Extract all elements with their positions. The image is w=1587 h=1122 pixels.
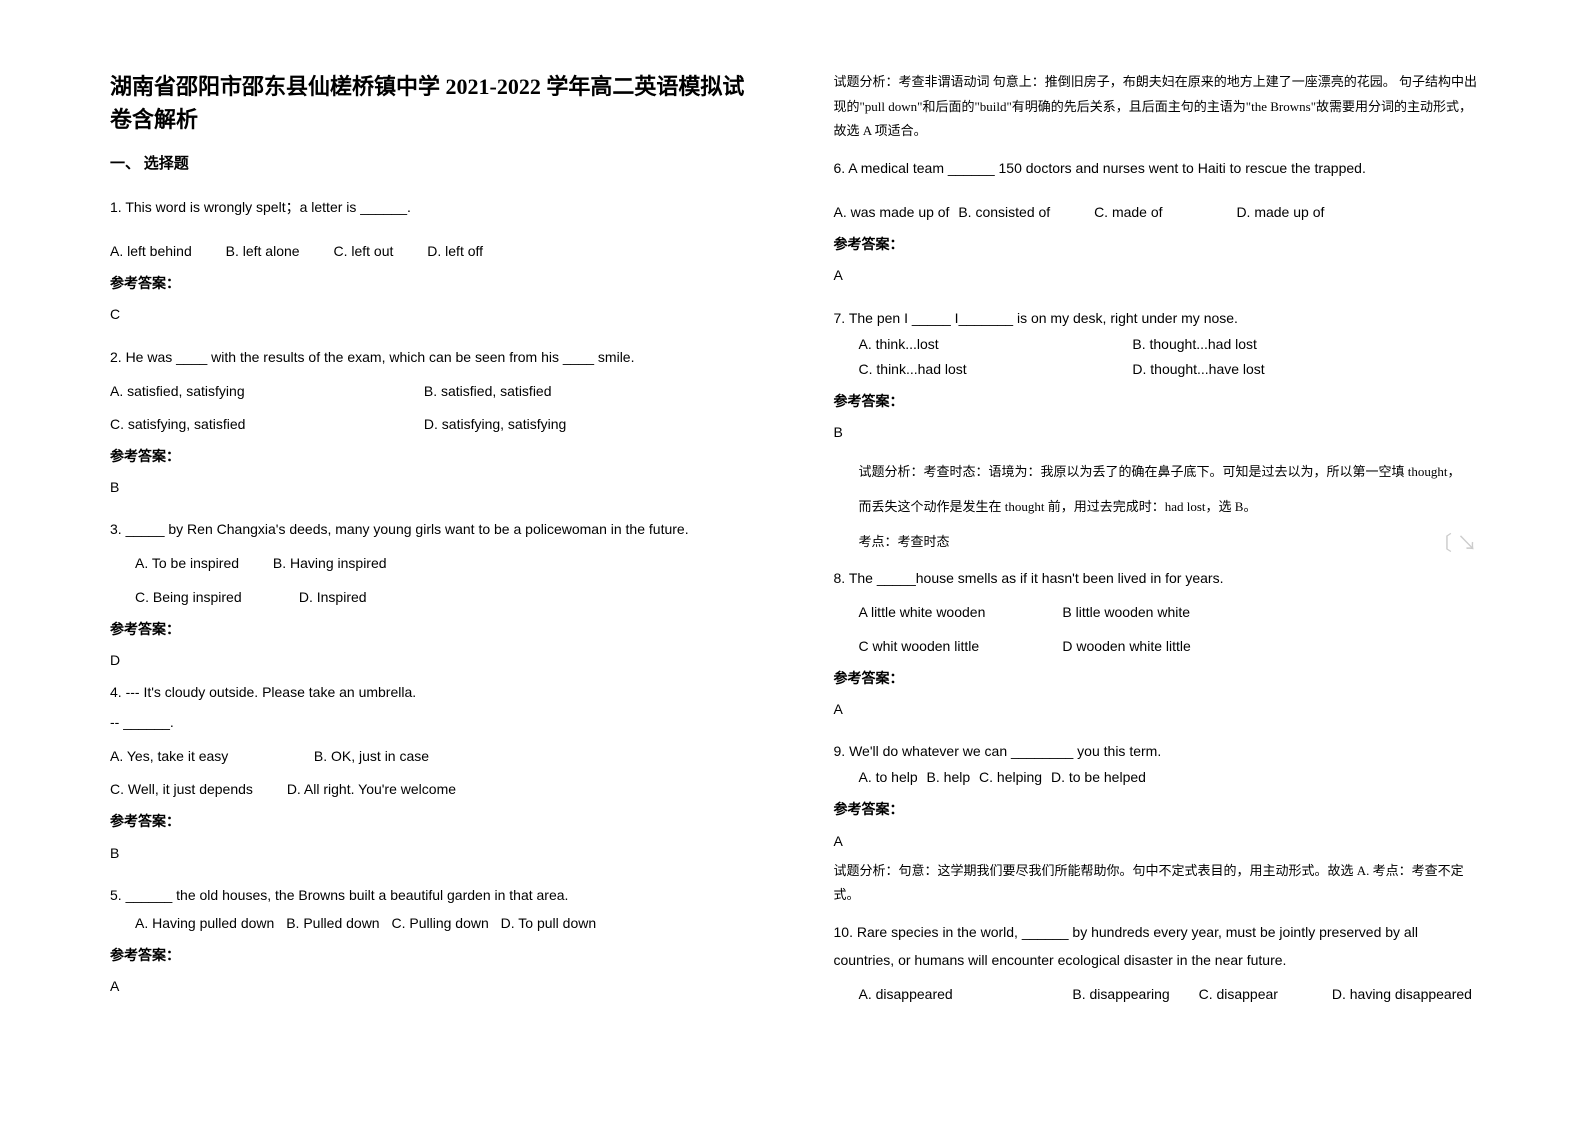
q10-option-a: A. disappeared	[859, 982, 1039, 1007]
q1-options: A. left behind B. left alone C. left out…	[110, 239, 754, 264]
q1-answer-label: 参考答案：	[110, 272, 754, 297]
q9-analysis: 试题分析：句意：这学期我们要尽我们所能帮助你。句中不定式表目的，用主动形式。故选…	[834, 859, 1478, 908]
q4-option-b: B. OK, just in case	[314, 744, 429, 769]
q4-options-row2: C. Well, it just depends D. All right. Y…	[110, 777, 754, 802]
q3-option-d: D. Inspired	[299, 585, 367, 610]
q7-analysis3: 考点：考查时态 〔 ↘	[834, 530, 1478, 555]
q1-option-d: D. left off	[427, 239, 483, 264]
q9-answer-label: 参考答案：	[834, 798, 1478, 823]
q5-option-d: D. To pull down	[501, 911, 596, 936]
q7-answer-label: 参考答案：	[834, 390, 1478, 415]
q3-options-row2: C. Being inspired D. Inspired	[110, 585, 754, 610]
q2-options-row1: A. satisfied, satisfying B. satisfied, s…	[110, 379, 754, 404]
q6-option-c: C. made of	[1094, 200, 1162, 225]
q4-options-row1: A. Yes, take it easy B. OK, just in case	[110, 744, 754, 769]
question-9: 9. We'll do whatever we can ________ you…	[834, 737, 1478, 765]
q10-option-b: B. disappearing	[1072, 982, 1169, 1007]
question-2: 2. He was ____ with the results of the e…	[110, 343, 754, 371]
q9-option-b: B. help	[927, 765, 971, 790]
q4-answer: B	[110, 841, 754, 866]
q9-answer: A	[834, 829, 1478, 854]
q2-options-row2: C. satisfying, satisfied D. satisfying, …	[110, 412, 754, 437]
q2-option-c: C. satisfying, satisfied	[110, 412, 390, 437]
q3-options-row1: A. To be inspired B. Having inspired	[110, 551, 754, 576]
q7-option-b: B. thought...had lost	[1132, 332, 1257, 357]
q2-answer-label: 参考答案：	[110, 445, 754, 470]
q8-answer: A	[834, 697, 1478, 722]
q8-option-a: A little white wooden	[859, 600, 1029, 625]
q1-answer: C	[110, 302, 754, 327]
q9-option-c: C. helping	[979, 765, 1042, 790]
q7-analysis2: 而丢失这个动作是发生在 thought 前，用过去完成时：had lost，选 …	[834, 495, 1478, 520]
q7-options-row1: A. think...lost B. thought...had lost	[834, 332, 1478, 357]
question-4-line2: -- ______.	[110, 708, 754, 736]
question-3: 3. _____ by Ren Changxia's deeds, many y…	[110, 515, 754, 543]
q6-answer: A	[834, 263, 1478, 288]
q8-answer-label: 参考答案：	[834, 667, 1478, 692]
q1-option-a: A. left behind	[110, 239, 192, 264]
q5-answer: A	[110, 974, 754, 999]
q7-option-d: D. thought...have lost	[1132, 357, 1264, 382]
left-column: 湖南省邵阳市邵东县仙槎桥镇中学 2021-2022 学年高二英语模拟试卷含解析 …	[90, 70, 794, 1082]
q7-option-a: A. think...lost	[859, 332, 1099, 357]
q5-options: A. Having pulled down B. Pulled down C. …	[110, 911, 754, 936]
right-column: 试题分析：考查非谓语动词 句意上：推倒旧房子，布朗夫妇在原来的地方上建了一座漂亮…	[794, 70, 1498, 1082]
q5-option-b: B. Pulled down	[286, 911, 379, 936]
q3-answer: D	[110, 648, 754, 673]
q8-options-row1: A little white wooden B little wooden wh…	[834, 600, 1478, 625]
q7-options-row2: C. think...had lost D. thought...have lo…	[834, 357, 1478, 382]
q9-options: A. to help B. help C. helping D. to be h…	[834, 765, 1478, 790]
q7-option-c: C. think...had lost	[859, 357, 1099, 382]
question-5: 5. ______ the old houses, the Browns bui…	[110, 881, 754, 909]
q5-option-c: C. Pulling down	[392, 911, 489, 936]
q4-option-d: D. All right. You're welcome	[287, 777, 456, 802]
question-6: 6. A medical team ______ 150 doctors and…	[834, 154, 1478, 182]
q2-option-d: D. satisfying, satisfying	[424, 412, 704, 437]
q3-answer-label: 参考答案：	[110, 618, 754, 643]
question-7: 7. The pen I _____ I_______ is on my des…	[834, 304, 1478, 332]
q6-answer-label: 参考答案：	[834, 233, 1478, 258]
q5-analysis: 试题分析：考查非谓语动词 句意上：推倒旧房子，布朗夫妇在原来的地方上建了一座漂亮…	[834, 70, 1478, 144]
q9-option-d: D. to be helped	[1051, 765, 1146, 790]
q8-option-b: B little wooden white	[1062, 600, 1190, 625]
q10-options: A. disappeared B. disappearing C. disapp…	[834, 982, 1478, 1007]
watermark-icon: 〔 ↘	[1432, 525, 1477, 563]
q6-option-b: B. consisted of	[958, 200, 1050, 225]
q3-option-a: A. To be inspired	[135, 551, 239, 576]
question-10: 10. Rare species in the world, ______ by…	[834, 918, 1478, 974]
q10-option-d: D. having disappeared	[1332, 982, 1472, 1007]
question-4-line1: 4. --- It's cloudy outside. Please take …	[110, 678, 754, 706]
q2-option-a: A. satisfied, satisfying	[110, 379, 390, 404]
q8-option-d: D wooden white little	[1062, 634, 1190, 659]
question-8: 8. The _____house smells as if it hasn't…	[834, 564, 1478, 592]
q4-answer-label: 参考答案：	[110, 810, 754, 835]
q4-option-c: C. Well, it just depends	[110, 777, 253, 802]
q3-option-c: C. Being inspired	[135, 585, 242, 610]
document-title: 湖南省邵阳市邵东县仙槎桥镇中学 2021-2022 学年高二英语模拟试卷含解析	[110, 70, 754, 136]
q8-options-row2: C whit wooden little D wooden white litt…	[834, 634, 1478, 659]
q3-option-b: B. Having inspired	[273, 551, 387, 576]
q2-answer: B	[110, 475, 754, 500]
q9-option-a: A. to help	[859, 765, 918, 790]
q8-option-c: C whit wooden little	[859, 634, 1029, 659]
q1-option-b: B. left alone	[226, 239, 300, 264]
q6-options: A. was made up of B. consisted of C. mad…	[834, 200, 1478, 225]
q4-option-a: A. Yes, take it easy	[110, 744, 280, 769]
q5-option-a: A. Having pulled down	[135, 911, 274, 936]
q7-answer: B	[834, 420, 1478, 445]
q6-option-d: D. made up of	[1236, 200, 1324, 225]
q2-option-b: B. satisfied, satisfied	[424, 379, 704, 404]
section-title: 一、 选择题	[110, 151, 754, 178]
q6-option-a: A. was made up of	[834, 200, 950, 225]
q1-option-c: C. left out	[333, 239, 393, 264]
q7-analysis1: 试题分析：考查时态：语境为：我原以为丢了的确在鼻子底下。可知是过去以为，所以第一…	[834, 460, 1478, 485]
question-1: 1. This word is wrongly spelt；a letter i…	[110, 193, 754, 221]
q5-answer-label: 参考答案：	[110, 944, 754, 969]
q10-option-c: C. disappear	[1199, 982, 1278, 1007]
